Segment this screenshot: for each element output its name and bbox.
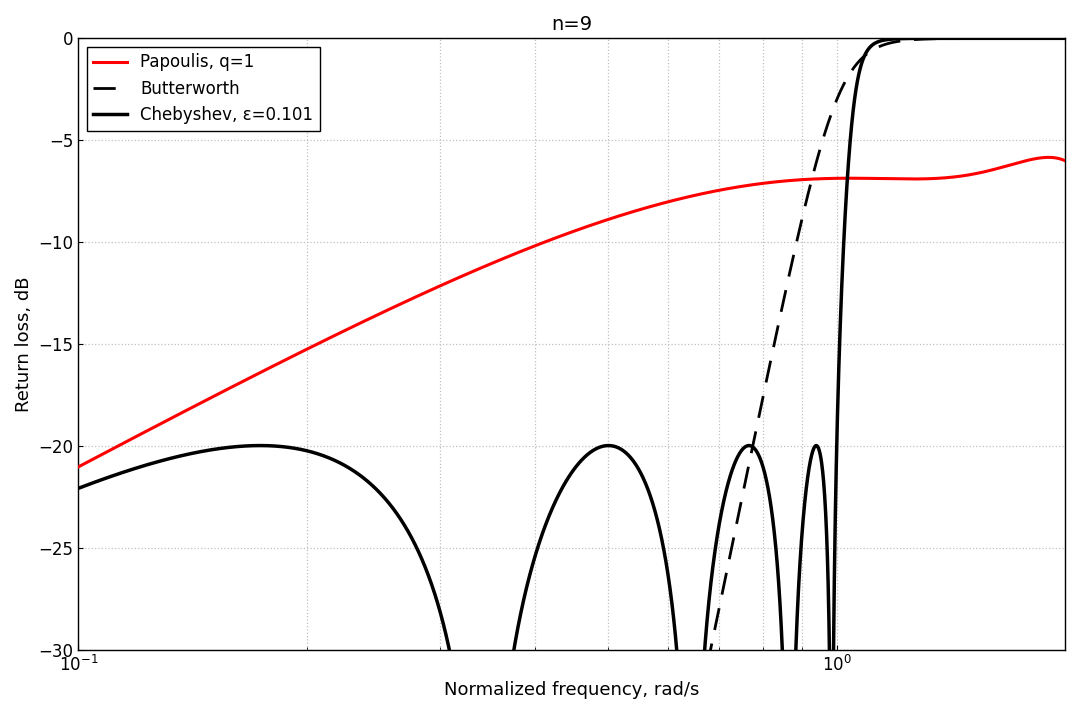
X-axis label: Normalized frequency, rad/s: Normalized frequency, rad/s <box>444 681 700 699</box>
Chebyshev, ε=0.101 <box>714 514 727 523</box>
Papoulis, q=1 <box>883 174 896 183</box>
Papoulis, q=1 <box>808 175 821 183</box>
Butterworth <box>808 164 821 173</box>
Butterworth <box>252 687 265 695</box>
Chebyshev, ε=0.101 <box>252 441 265 450</box>
Papoulis, q=1 <box>252 370 265 378</box>
Y-axis label: Return loss, dB: Return loss, dB <box>15 276 33 412</box>
Chebyshev, ε=0.101 <box>450 687 463 695</box>
Butterworth <box>72 687 85 695</box>
Butterworth <box>714 600 727 608</box>
Butterworth <box>1058 34 1071 43</box>
Chebyshev, ε=0.101 <box>449 678 462 686</box>
Papoulis, q=1 <box>449 275 462 283</box>
Chebyshev, ε=0.101 <box>72 484 85 493</box>
Chebyshev, ε=0.101 <box>808 443 821 451</box>
Papoulis, q=1 <box>1058 156 1071 165</box>
Chebyshev, ε=0.101 <box>1058 34 1071 43</box>
Papoulis, q=1 <box>1042 153 1055 161</box>
Butterworth <box>663 687 676 695</box>
Line: Papoulis, q=1: Papoulis, q=1 <box>79 157 1065 467</box>
Title: n=9: n=9 <box>551 15 592 34</box>
Papoulis, q=1 <box>663 197 676 206</box>
Line: Butterworth: Butterworth <box>79 39 1065 691</box>
Legend: Papoulis, q=1, Butterworth, Chebyshev, ε=0.101: Papoulis, q=1, Butterworth, Chebyshev, ε… <box>86 46 320 131</box>
Line: Chebyshev, ε=0.101: Chebyshev, ε=0.101 <box>79 39 1065 691</box>
Butterworth <box>883 39 896 47</box>
Papoulis, q=1 <box>714 186 727 194</box>
Chebyshev, ε=0.101 <box>664 586 677 595</box>
Chebyshev, ε=0.101 <box>883 35 896 44</box>
Papoulis, q=1 <box>72 463 85 471</box>
Butterworth <box>449 687 462 695</box>
